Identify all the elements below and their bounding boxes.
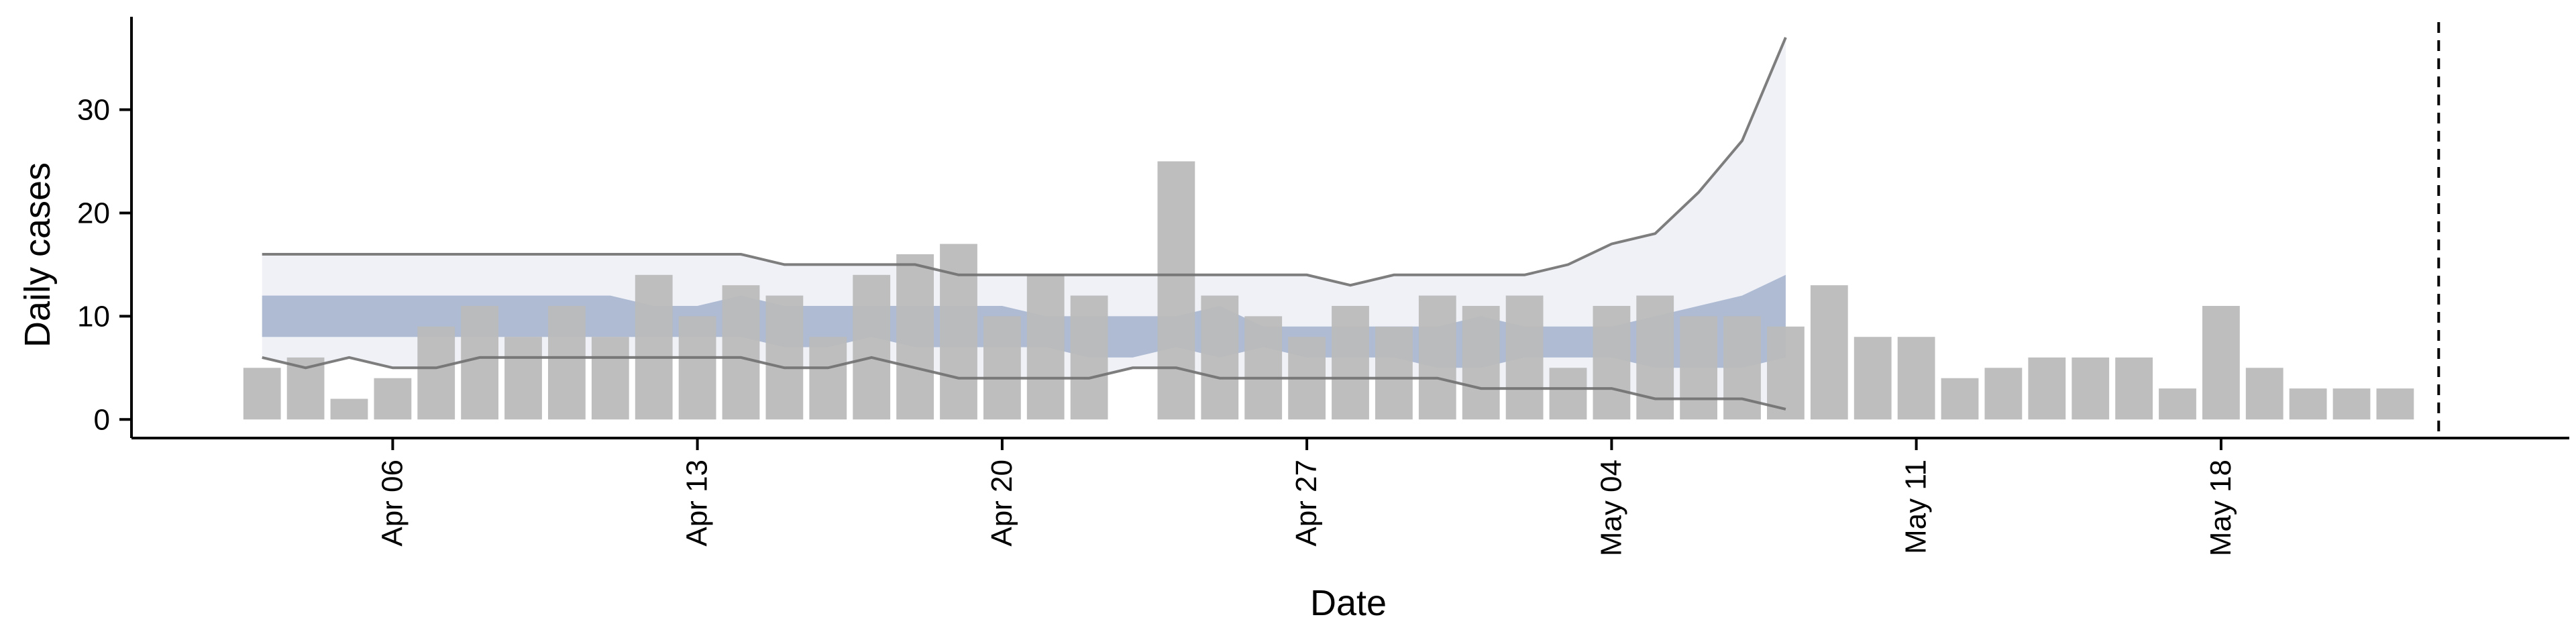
bar — [1201, 295, 1239, 420]
x-axis-title: Date — [1310, 583, 1387, 623]
bar — [1549, 368, 1587, 420]
bar — [330, 398, 368, 420]
bar — [1375, 326, 1413, 420]
y-tick-label: 10 — [77, 300, 110, 333]
bar — [1505, 295, 1544, 420]
bar — [635, 274, 673, 420]
bar — [809, 337, 847, 420]
bar — [1854, 337, 1892, 420]
bar — [983, 316, 1021, 420]
y-tick-label: 20 — [77, 197, 110, 230]
bar — [765, 295, 804, 420]
bar — [2376, 388, 2414, 420]
bar — [1418, 295, 1456, 420]
bar — [2289, 388, 2327, 420]
bar — [591, 337, 629, 420]
bar — [722, 285, 760, 420]
bar — [1941, 378, 1979, 420]
bar — [2072, 357, 2110, 420]
bar — [896, 254, 934, 420]
bar — [1593, 306, 1631, 420]
bar — [1244, 316, 1283, 420]
bar — [461, 306, 498, 420]
bar — [243, 368, 281, 420]
bar — [1680, 316, 1717, 420]
x-tick-label: May 11 — [1900, 460, 1933, 554]
x-tick-label: Apr 20 — [985, 460, 1018, 547]
bar — [2202, 306, 2240, 420]
bar — [1462, 306, 1500, 420]
bar — [504, 337, 542, 420]
y-tick-label: 0 — [94, 403, 110, 436]
x-tick-label: Apr 13 — [681, 460, 714, 547]
bound-lines — [262, 22, 2440, 438]
bar — [1332, 306, 1369, 420]
bar — [1984, 368, 2023, 420]
bar — [2115, 357, 2153, 420]
bar — [2028, 357, 2066, 420]
y-axis-title: Daily cases — [17, 162, 58, 347]
bar — [1810, 285, 1848, 420]
bar — [2245, 368, 2284, 420]
bar — [1897, 337, 1935, 420]
upper-bound-line — [262, 37, 1787, 287]
bar — [940, 244, 977, 420]
bar — [1157, 161, 1195, 420]
x-tick-label: May 04 — [1595, 460, 1627, 556]
x-tick-label: Apr 27 — [1290, 460, 1323, 547]
bar — [1636, 295, 1674, 420]
bar — [2332, 388, 2371, 420]
x-tick-label: Apr 06 — [376, 460, 409, 547]
bar — [1723, 316, 1761, 420]
bar — [548, 306, 586, 420]
bar — [853, 274, 891, 420]
bar — [2159, 388, 2196, 420]
y-tick-label: 30 — [77, 94, 110, 127]
x-tick-label: May 18 — [2204, 460, 2237, 556]
lower-bound-line — [262, 356, 1786, 411]
bar — [417, 326, 455, 420]
axes: 0 10 20 30 Apr 06 Apr 13 Apr 20 Apr 27 May 04 May… — [77, 17, 2569, 556]
bar — [1070, 295, 1108, 420]
bar — [678, 316, 716, 420]
bar — [1767, 326, 1805, 420]
bar — [1026, 274, 1065, 420]
bar — [374, 378, 412, 420]
